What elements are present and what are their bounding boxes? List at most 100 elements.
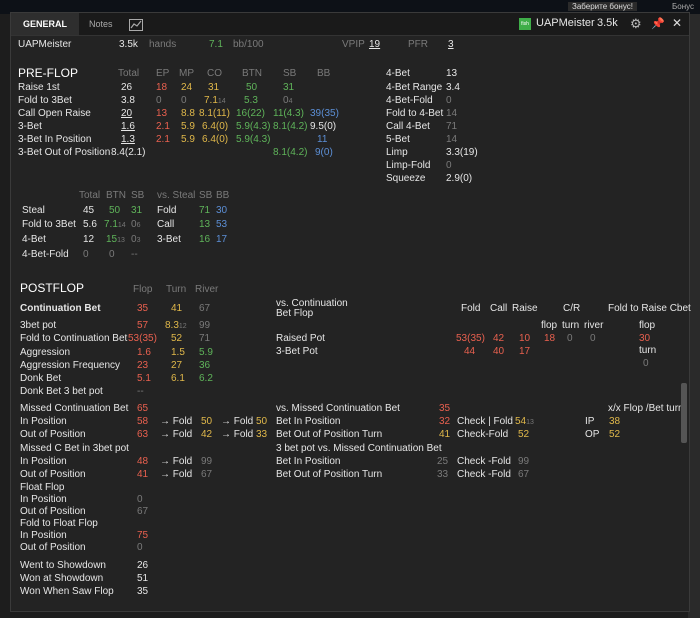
scrollbar-thumb[interactable] bbox=[681, 383, 687, 443]
stat-label: 4-Bet bbox=[386, 68, 410, 79]
tab-notes[interactable]: Notes bbox=[89, 19, 113, 29]
stat-value: 13 bbox=[446, 68, 458, 79]
cell-sb-sub: 4 bbox=[288, 98, 293, 105]
missed-ip-fold-label: → Fold bbox=[160, 416, 193, 427]
cell-co: 8.1(11) bbox=[199, 108, 230, 119]
bet-oop-turn-label: Bet Out of Position Turn bbox=[276, 429, 383, 440]
stat-label: Fold to 4-Bet bbox=[386, 108, 444, 119]
ftr-sub-flop: flop bbox=[639, 320, 656, 331]
raised-pot-label: Raised Pot bbox=[276, 333, 325, 344]
cr-sub-flop: flop bbox=[541, 320, 558, 331]
ftr-sub-turn: turn bbox=[639, 345, 657, 356]
bet-oop-turn3-label: Bet Out of Position Turn bbox=[276, 469, 383, 480]
bb100-value: 7.1 bbox=[209, 39, 223, 50]
tab-general[interactable]: GENERAL bbox=[11, 13, 80, 35]
stat-value: 71 bbox=[446, 121, 458, 132]
postflop-flop: 23 bbox=[137, 360, 149, 371]
cell-btn: 50 bbox=[246, 82, 258, 93]
cell-ep: 2.1 bbox=[156, 134, 170, 145]
postflop-row-label: Donk Bet 3 bet pot bbox=[20, 386, 103, 397]
vs-steal-sb: 71 bbox=[199, 205, 211, 216]
steal-col-total: Total bbox=[79, 190, 101, 201]
steal-btn-sub: 14 bbox=[117, 222, 126, 229]
bet-ip-label: Bet In Position bbox=[276, 416, 341, 427]
stat-value: 3.4 bbox=[446, 82, 460, 93]
pfr-value[interactable]: 3 bbox=[448, 39, 454, 50]
raised-pot-ftr-flop: 30 bbox=[639, 333, 651, 344]
cell-bb: 9(0) bbox=[315, 147, 333, 158]
vs-missed-title: vs. Missed Continuation Bet bbox=[276, 403, 400, 414]
steal-sb: 03 bbox=[131, 234, 140, 245]
missed-ip-fold2-label: → Fold bbox=[221, 416, 254, 427]
missed-cbet3-title: Missed C Bet in 3bet pot bbox=[20, 443, 129, 454]
float-ip-value: 0 bbox=[137, 494, 143, 505]
col-flop: Flop bbox=[133, 284, 153, 295]
vs-cbet-title: vs. Continuation bbox=[276, 298, 348, 309]
xx-op-value: 52 bbox=[609, 429, 621, 440]
bonus-banner[interactable]: Заберите бонус! bbox=[568, 2, 637, 11]
xx-ip-label: IP bbox=[585, 416, 595, 427]
preflop-title: PRE-FLOP bbox=[18, 66, 79, 80]
chart-icon[interactable] bbox=[129, 17, 143, 31]
cell-ep: 0 bbox=[156, 95, 162, 106]
close-icon[interactable]: ✕ bbox=[672, 16, 683, 30]
cell-bb: 11 bbox=[317, 134, 328, 145]
cell-sb: 8.1(4.2) bbox=[273, 121, 308, 132]
steal-total: 12 bbox=[83, 234, 95, 245]
cell-btn: 5.9(4.3) bbox=[236, 121, 271, 132]
vs-cbet-title-line2: Bet Flop bbox=[276, 308, 314, 319]
showdown-value: 51 bbox=[137, 573, 149, 584]
vs-cbet-col-cr: C/R bbox=[563, 303, 581, 314]
fold-to-float-title: Fold to Float Flop bbox=[20, 518, 98, 529]
cell-btn: 16(22) bbox=[236, 108, 265, 119]
postflop-title: POSTFLOP bbox=[20, 281, 85, 295]
vs-cbet-col-call: Call bbox=[490, 303, 508, 314]
gear-icon[interactable]: ⚙ bbox=[630, 16, 642, 31]
steal-btn-value: 7.1 bbox=[104, 219, 118, 230]
postflop-river: 71 bbox=[199, 333, 211, 344]
cell-mp: 5.9 bbox=[181, 134, 195, 145]
stat-value: 0 bbox=[446, 95, 452, 106]
hands-label: hands bbox=[149, 39, 177, 50]
missed3-ip-label: In Position bbox=[20, 456, 67, 467]
raised-pot-cr-turn: 0 bbox=[567, 333, 573, 344]
raised-pot-raise: 10 bbox=[519, 333, 531, 344]
vs-steal-bb: 53 bbox=[216, 219, 228, 230]
cr-sub-river: river bbox=[584, 320, 604, 331]
steal-sb-value: 0 bbox=[131, 219, 137, 230]
bet-ip3-label: Bet In Position bbox=[276, 456, 341, 467]
cell-sb: 8.1(4.2) bbox=[273, 147, 308, 158]
row-label: Call Open Raise bbox=[18, 108, 91, 119]
cell-total[interactable]: 1.6 bbox=[121, 121, 135, 132]
showdown-label: Won at Showdown bbox=[20, 573, 104, 584]
missed3-ip-value: 48 bbox=[137, 456, 149, 467]
missed-oop-value: 63 bbox=[137, 429, 149, 440]
cell-co: 7.114 bbox=[204, 95, 226, 106]
cell-total[interactable]: 1.3 bbox=[121, 134, 135, 145]
bet-oop-turn3-value: 33 bbox=[437, 469, 449, 480]
postflop-row-label: Fold to Continuation Bet bbox=[20, 333, 128, 344]
vpip-label: VPIP bbox=[342, 39, 365, 50]
steal-row-label: Fold to 3Bet bbox=[22, 219, 76, 230]
row-label: Raise 1st bbox=[18, 82, 60, 93]
cbet-turn: 41 bbox=[171, 303, 183, 314]
vpip-value[interactable]: 19 bbox=[369, 39, 381, 50]
background-window-edge bbox=[688, 14, 700, 618]
fold-float-ip-label: In Position bbox=[20, 530, 67, 541]
raised-pot-call: 42 bbox=[493, 333, 505, 344]
cell-total[interactable]: 20 bbox=[121, 108, 133, 119]
steal-row-label: 4-Bet-Fold bbox=[22, 249, 69, 260]
pin-icon[interactable]: 📌 bbox=[651, 18, 665, 30]
col-mp: MP bbox=[179, 68, 194, 79]
cbet-river: 67 bbox=[199, 303, 211, 314]
missed-ip-fold2-value: 50 bbox=[256, 416, 268, 427]
fold-float-oop-value: 0 bbox=[137, 542, 143, 553]
float-ip-label: In Position bbox=[20, 494, 67, 505]
postflop-row-label: 3bet pot bbox=[20, 320, 57, 331]
missed-ip-label: In Position bbox=[20, 416, 67, 427]
missed-cbet-title: Missed Continuation Bet bbox=[20, 403, 129, 414]
cell-sb: 31 bbox=[283, 82, 295, 93]
vs-steal-bb: 30 bbox=[216, 205, 228, 216]
xx-op-label: OP bbox=[585, 429, 600, 440]
bet-oop-turn-result: 52 bbox=[518, 429, 530, 440]
